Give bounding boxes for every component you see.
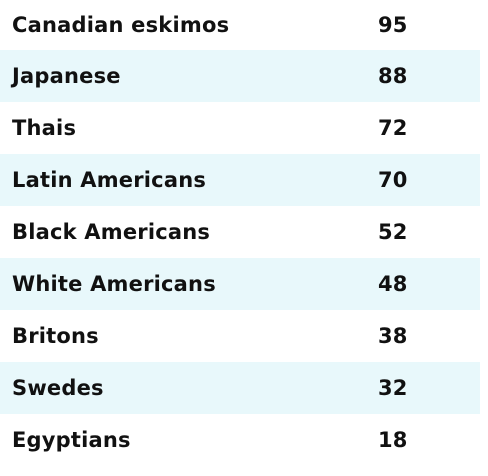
table-row: Canadian eskimos 95 — [0, 0, 488, 50]
table-row: White Americans 48 — [0, 258, 480, 310]
row-value: 52 — [378, 220, 408, 244]
row-value: 18 — [378, 428, 408, 452]
table-row: Thais 72 — [0, 102, 488, 154]
row-value: 70 — [378, 168, 408, 192]
row-label: White Americans — [12, 272, 216, 296]
row-label: Japanese — [12, 64, 121, 88]
row-label: Britons — [12, 324, 99, 348]
row-value: 88 — [378, 64, 408, 88]
row-value: 95 — [378, 13, 408, 37]
row-label: Thais — [12, 116, 77, 140]
row-label: Latin Americans — [12, 168, 207, 192]
table-row: Black Americans 52 — [0, 206, 488, 258]
table-row: Latin Americans 70 — [0, 154, 480, 206]
row-label: Black Americans — [12, 220, 211, 244]
row-label: Swedes — [12, 376, 104, 400]
row-value: 32 — [378, 376, 408, 400]
row-value: 38 — [378, 324, 408, 348]
row-value: 48 — [378, 272, 408, 296]
row-label: Canadian eskimos — [12, 13, 230, 37]
table-row: Egyptians 18 — [0, 414, 488, 466]
table-row: Japanese 88 — [0, 50, 480, 102]
row-label: Egyptians — [12, 428, 131, 452]
table-row: Swedes 32 — [0, 362, 480, 414]
data-table: Canadian eskimos 95 Japanese 88 Thais 72… — [0, 0, 488, 466]
table-row: Britons 38 — [0, 310, 488, 362]
row-value: 72 — [378, 116, 408, 140]
